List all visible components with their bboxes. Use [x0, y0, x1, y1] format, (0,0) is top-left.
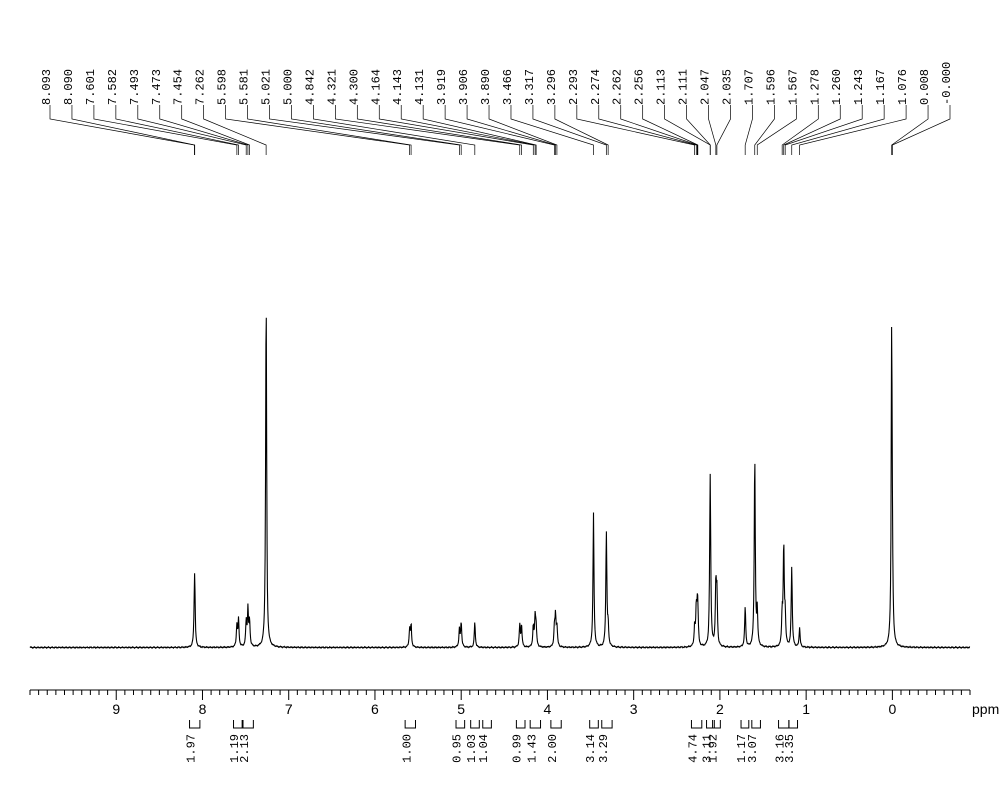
peak-label: 0.008 — [918, 69, 932, 105]
axis-tick-label: 7 — [285, 701, 293, 717]
peak-label: 2.047 — [699, 69, 713, 105]
axis-tick-label: 6 — [371, 701, 379, 717]
peak-label: 5.021 — [260, 69, 274, 105]
peak-label: 3.890 — [479, 69, 493, 105]
integral-value: 1.43 — [525, 734, 539, 763]
peak-label: 4.321 — [325, 69, 339, 105]
integral-value: 2.00 — [546, 734, 560, 763]
peak-label-row: 8.093 8.090 7.601 7.582 7.493 7.473 7.454 7.262… — [40, 62, 954, 105]
peak-label: 1.278 — [808, 69, 822, 105]
peak-label: 3.296 — [545, 69, 559, 105]
x-axis — [30, 690, 970, 700]
axis-unit-label: ppm — [972, 701, 999, 717]
peak-label: 1.596 — [764, 69, 778, 105]
integral-value: 0.95 — [450, 734, 464, 763]
spectrum-trace — [30, 318, 970, 649]
peak-label: 4.300 — [347, 69, 361, 105]
integral-value: 4.74 — [687, 734, 701, 763]
integral-value: 3.14 — [584, 734, 598, 763]
peak-label: 4.131 — [413, 69, 427, 105]
axis-tick-label: 2 — [716, 701, 724, 717]
axis-tick-label: 8 — [199, 701, 207, 717]
peak-label: 7.601 — [84, 69, 98, 105]
peak-label: 2.035 — [720, 69, 734, 105]
peak-label: 1.167 — [874, 69, 888, 105]
peak-label: 5.598 — [216, 69, 230, 105]
peak-assignment-tree — [50, 105, 950, 155]
peak-label: 1.076 — [896, 69, 910, 105]
axis-tick-label: 1 — [802, 701, 810, 717]
integral-value: 0.99 — [511, 734, 525, 763]
peak-label: 1.260 — [830, 69, 844, 105]
peak-label: 7.473 — [150, 69, 164, 105]
integral-value: 1.00 — [400, 734, 414, 763]
peak-label: 2.293 — [567, 69, 581, 105]
peak-label: 2.113 — [655, 69, 669, 105]
peak-label: 1.707 — [742, 69, 756, 105]
peak-label: 2.256 — [633, 69, 647, 105]
peak-label: 7.454 — [172, 69, 186, 105]
axis-tick-label: 4 — [544, 701, 552, 717]
peak-label: 3.906 — [457, 69, 471, 105]
peak-label: 2.262 — [611, 69, 625, 105]
peak-label: 4.842 — [303, 69, 317, 105]
integral-value: 2.13 — [238, 734, 252, 763]
peak-label: 1.243 — [852, 69, 866, 105]
peak-label: 4.143 — [391, 69, 405, 105]
integral-value: 3.35 — [783, 734, 797, 763]
integral-value: 3.29 — [597, 734, 611, 763]
peak-label: 3.317 — [523, 69, 537, 105]
peak-label: 7.262 — [194, 69, 208, 105]
axis-tick-label: 0 — [888, 701, 896, 717]
peak-label: 5.000 — [281, 69, 295, 105]
peak-label: 5.581 — [238, 69, 252, 105]
peak-label: 3.919 — [435, 69, 449, 105]
peak-label: -0.000 — [940, 62, 954, 105]
integral-value: 1.97 — [185, 734, 199, 763]
peak-label: 7.582 — [106, 69, 120, 105]
peak-label: 2.274 — [589, 69, 603, 105]
peak-label: 2.111 — [677, 69, 691, 105]
peak-label: 7.493 — [128, 69, 142, 105]
integral-row: 1.971.192.131.000.951.031.040.991.432.00… — [185, 720, 798, 763]
axis-tick-label: 9 — [112, 701, 120, 717]
axis-tick-label: 3 — [630, 701, 638, 717]
peak-label: 1.567 — [786, 69, 800, 105]
peak-label: 8.093 — [40, 69, 54, 105]
integral-value: 1.04 — [477, 734, 491, 763]
integral-value: 3.07 — [746, 734, 760, 763]
integral-value: 1.92 — [706, 734, 720, 763]
peak-label: 3.466 — [501, 69, 515, 105]
nmr-spectrum: 8.093 8.090 7.601 7.582 7.493 7.473 7.454 7.262… — [0, 0, 1000, 800]
axis-tick-label: 5 — [457, 701, 465, 717]
peak-label: 4.164 — [369, 69, 383, 105]
peak-label: 8.090 — [62, 69, 76, 105]
